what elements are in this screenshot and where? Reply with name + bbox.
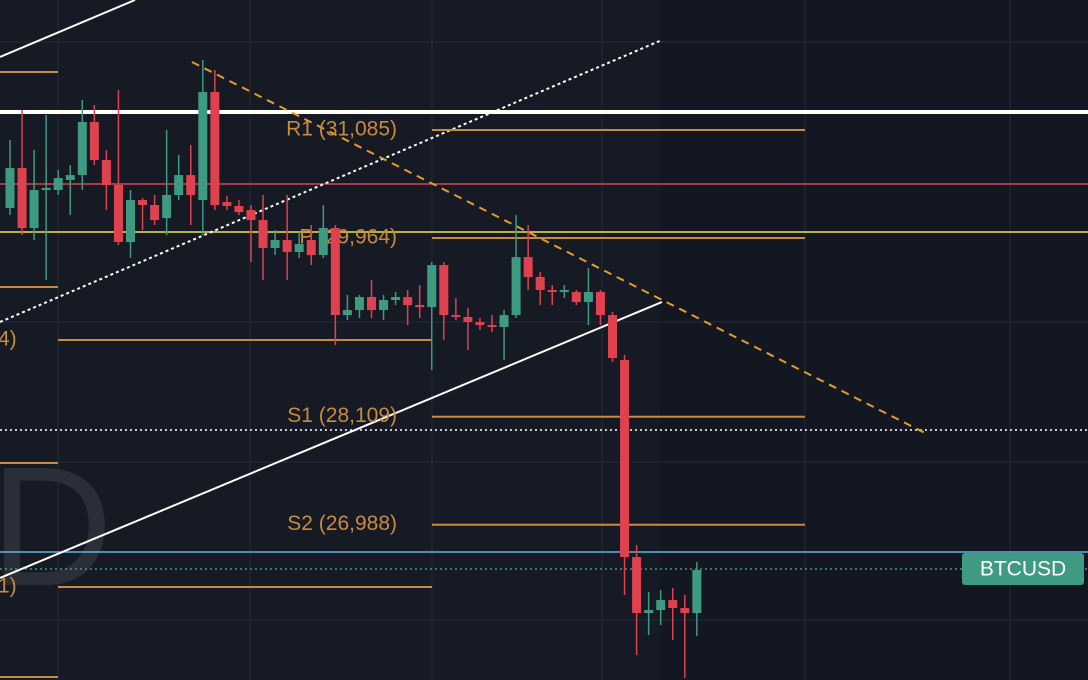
- price-tag-label: BTCUSD: [980, 558, 1066, 581]
- candle-body: [330, 228, 340, 316]
- candle-body: [559, 289, 569, 293]
- candle-body: [306, 239, 316, 256]
- candle-body: [17, 168, 27, 229]
- candle-body: [620, 360, 630, 558]
- candle-body: [475, 321, 485, 326]
- candle-body: [608, 315, 617, 359]
- candle-body: [595, 292, 605, 316]
- candle-body: [282, 239, 292, 253]
- candle-body: [463, 316, 473, 322]
- candle-body: [186, 175, 196, 196]
- candle-body: [246, 210, 256, 221]
- left-label: 4): [0, 328, 17, 351]
- candle-body: [668, 600, 678, 609]
- candle-body: [222, 202, 232, 206]
- candle-body: [318, 228, 328, 256]
- candle-body: [535, 276, 545, 290]
- candle-body: [77, 121, 87, 176]
- candle-body: [65, 175, 75, 180]
- candle-body: [41, 187, 51, 190]
- left-label: 1): [0, 575, 17, 598]
- candle-body: [439, 265, 449, 316]
- trendlines: [0, 0, 926, 579]
- candle-body: [451, 315, 461, 317]
- candle-body: [89, 121, 99, 161]
- candle-body: [101, 160, 111, 185]
- candle-body: [379, 300, 389, 311]
- candle-body: [632, 557, 642, 614]
- candle-body: [138, 200, 148, 206]
- pivot-label: S1 (28,109): [287, 404, 397, 427]
- candle-body: [210, 92, 220, 206]
- candle-body: [174, 175, 184, 196]
- candle-body: [270, 239, 280, 248]
- candle-body: [162, 195, 172, 219]
- previous-levels: [0, 71, 432, 678]
- candle-body: [644, 610, 654, 614]
- candle-body: [523, 257, 533, 277]
- pivot-label: S2 (26,988): [287, 512, 397, 535]
- candle-body: [53, 178, 63, 190]
- candle-body: [113, 184, 123, 243]
- candle-body: [354, 297, 364, 311]
- watermark: D: [0, 432, 113, 622]
- candle-body: [403, 297, 413, 306]
- candle-body: [547, 289, 557, 293]
- candle-body: [571, 292, 581, 303]
- candle-body: [126, 200, 135, 243]
- candle-body: [367, 297, 376, 311]
- candle-body: [511, 257, 521, 316]
- candle-body: [198, 92, 208, 201]
- candle-body: [499, 315, 509, 327]
- pivot-label: R1 (31,085): [286, 118, 397, 141]
- candle-body: [656, 600, 666, 611]
- candle-body: [234, 205, 244, 213]
- candle-body: [29, 189, 39, 229]
- price-tag: [962, 553, 1084, 585]
- candle-body: [342, 310, 352, 316]
- candle-body: [583, 292, 593, 303]
- candle-body: [391, 297, 401, 301]
- candle-body: [258, 220, 268, 248]
- candle-body: [294, 244, 304, 253]
- candle-body: [150, 205, 160, 221]
- candle-body: [5, 168, 15, 209]
- candle-body: [415, 305, 425, 308]
- candle-body: [487, 325, 497, 327]
- candle-body: [692, 569, 702, 614]
- candle-body: [427, 265, 437, 308]
- candle-body: [680, 608, 690, 614]
